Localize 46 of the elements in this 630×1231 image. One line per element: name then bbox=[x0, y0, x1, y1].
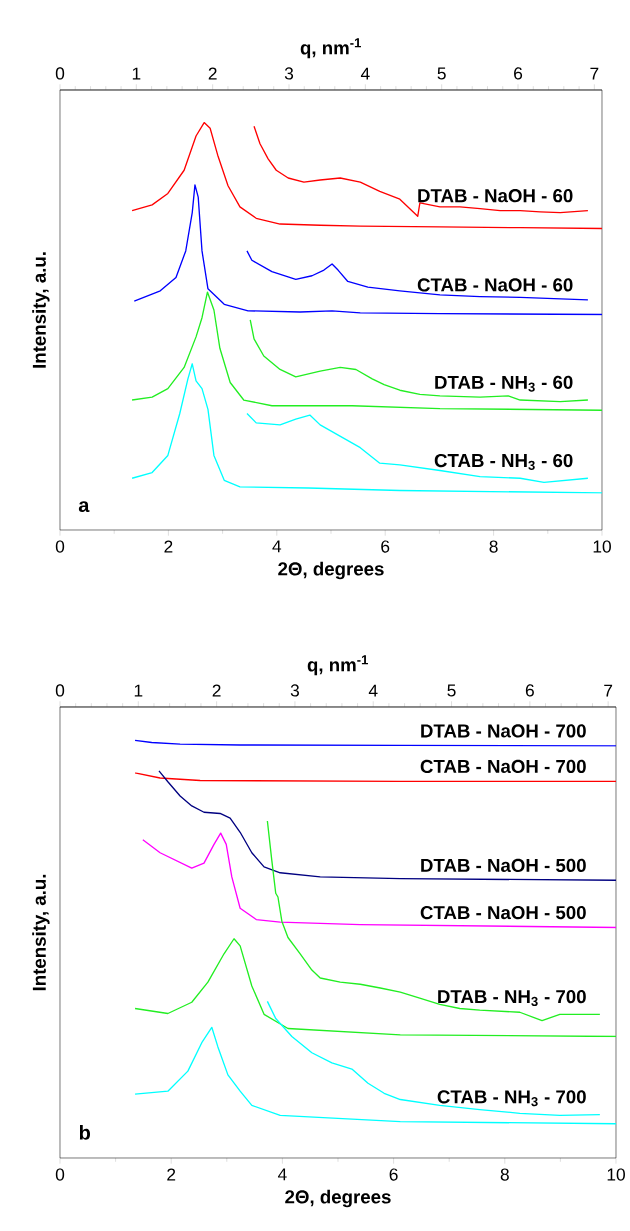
series-label: CTAB - NH$_{3}$ - 700 bbox=[437, 1090, 586, 1107]
x-tick-label: 6 bbox=[389, 1168, 398, 1181]
x-tick-label: 0 bbox=[55, 1168, 65, 1181]
x-axis-title: 2Θ, degrees bbox=[278, 561, 384, 580]
x-tick-label: 6 bbox=[381, 540, 390, 553]
x2-tick-label: 7 bbox=[604, 684, 613, 697]
x2-tick-label: 3 bbox=[284, 67, 294, 80]
y-axis-title: Intensity, a.u. bbox=[32, 252, 50, 368]
x-tick-label: 2 bbox=[164, 540, 173, 553]
x-tick-label: 8 bbox=[489, 540, 498, 553]
x2-tick-label: 6 bbox=[525, 684, 534, 697]
series-label: CTAB - NaOH - 700 bbox=[420, 759, 586, 774]
x2-axis-title: q, nm$^{-1}$ bbox=[300, 38, 361, 59]
x2-tick-label: 0 bbox=[55, 67, 65, 80]
series-label: CTAB - NaOH - 60 bbox=[417, 278, 573, 292]
x2-tick-label: 0 bbox=[55, 684, 65, 697]
x-tick-label: 10 bbox=[593, 540, 611, 553]
series-label: CTAB - NaOH - 500 bbox=[420, 905, 586, 920]
x2-axis-title: q, nm$^{-1}$ bbox=[307, 655, 368, 676]
x2-tick-label: 2 bbox=[208, 67, 217, 80]
annotation: b bbox=[79, 1125, 90, 1140]
x-tick-label: 4 bbox=[272, 540, 282, 553]
x-tick-label: 2 bbox=[167, 1168, 176, 1181]
x2-tick-label: 7 bbox=[590, 67, 599, 80]
y-axis-title: Intensity, a.u. bbox=[32, 874, 50, 991]
x-tick-label: 10 bbox=[607, 1168, 625, 1181]
x-tick-label: 0 bbox=[55, 540, 65, 553]
annotation: a bbox=[78, 501, 90, 513]
x2-tick-label: 2 bbox=[212, 684, 221, 697]
x2-tick-label: 4 bbox=[368, 684, 378, 697]
series-label: DTAB - NH$_{3}$ - 700 bbox=[438, 990, 586, 1007]
x2-tick-label: 1 bbox=[132, 67, 141, 80]
series-label: CTAB - NH$_{3}$ - 60 bbox=[434, 453, 573, 470]
x2-tick-label: 5 bbox=[447, 684, 456, 697]
series-label: DTAB - NaOH - 700 bbox=[421, 724, 586, 738]
x-axis-title: 2Θ, degrees bbox=[285, 1189, 391, 1208]
series-label: DTAB - NaOH - 500 bbox=[421, 858, 586, 873]
x-tick-label: 8 bbox=[500, 1168, 509, 1181]
x2-tick-label: 3 bbox=[290, 684, 299, 697]
x2-tick-label: 4 bbox=[360, 67, 370, 80]
series-label: DTAB - NH$_{3}$ - 60 bbox=[435, 375, 573, 392]
x2-tick-label: 1 bbox=[134, 684, 143, 697]
x-tick-label: 4 bbox=[277, 1168, 287, 1181]
series-label: DTAB - NaOH - 60 bbox=[418, 189, 573, 203]
x2-tick-label: 5 bbox=[437, 67, 446, 80]
x2-tick-label: 6 bbox=[514, 67, 523, 80]
